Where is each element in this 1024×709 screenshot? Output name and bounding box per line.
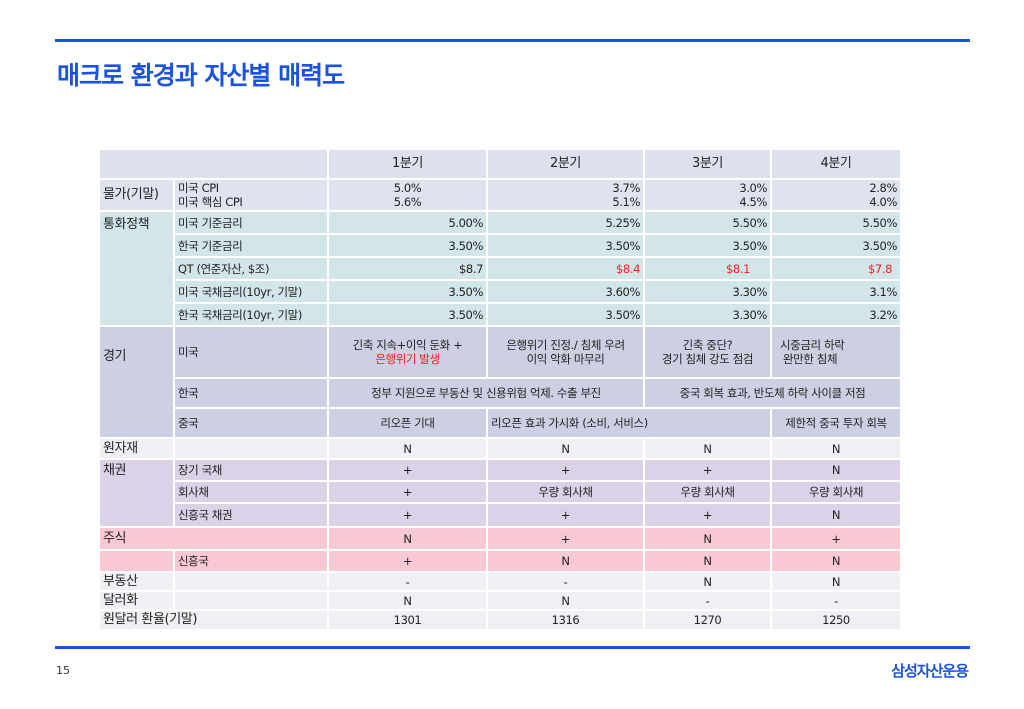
page-number: 15 — [56, 664, 70, 677]
table-row-economy-cn: 중국 리오픈 기대 리오픈 효과 가시화 (소비, 서비스) 제한적 중국 투자… — [99, 407, 902, 439]
table-row: 통화정책 미국 기준금리 5.00% 5.25% 5.50% 5.50% — [98, 210, 902, 327]
table-row-usdkrw: 원달러 환율(기말) 1301 1316 1270 1250 — [98, 609, 902, 631]
table-row: 신흥국 채권 + + + N — [99, 502, 902, 528]
table-row: 채권 장기 국채 + + + N — [98, 458, 902, 528]
table-row-prices: 물가(기말) 미국 CPI 미국 핵심 CPI 5.0% 5.6% 3.7% 5.1%… — [98, 178, 902, 212]
table-row-equities: 주식 N + N + — [98, 526, 902, 551]
header-row: 1분기 2분기 3분기 4분기 — [98, 148, 902, 180]
table-row-economy-kr: 한국 정부 지원으로 부동산 및 신용위험 억제. 수출 부진 중국 회복 효과… — [99, 377, 902, 409]
table-row: 회사채 + 우량 회사채 우량 회사채 우량 회사채 — [99, 480, 902, 504]
header-q1: 1분기 — [327, 148, 488, 180]
top-rule — [55, 39, 970, 42]
header-q2: 2분기 — [486, 148, 645, 180]
table-row: 미국 국채금리(10yr, 기말) 3.50% 3.60% 3.30% 3.1% — [99, 279, 902, 304]
table-row-commodities: 원자재 N N N N — [98, 437, 902, 460]
table-row: 한국 국채금리(10yr, 기말) 3.50% 3.50% 3.30% 3.2% — [99, 302, 902, 327]
asset-attractiveness-table: 1분기 2분기 3분기 4분기 물가(기말) 미국 CPI 미국 핵심 CPI 5… — [98, 148, 902, 631]
table-row: 한국 기준금리 3.50% 3.50% 3.50% 3.50% — [99, 233, 902, 258]
table-row-dollar: 달러화 N N - - — [98, 590, 902, 611]
table-row-real-estate: 부동산 - - N N — [98, 571, 902, 592]
header-q3: 3분기 — [643, 148, 772, 180]
table-row: QT (연준자산, $조) $8.7 $8.4 $8.1 $7.8 — [99, 256, 902, 281]
header-q4: 4분기 — [770, 148, 902, 180]
table-row-em-equities: 신흥국 + N N N — [98, 549, 902, 573]
table-row-economy-us: 경기 미국 긴축 지속+이익 둔화 + 은행위기 발생 은행위기 진정./ 침체 … — [98, 325, 902, 439]
bottom-rule — [55, 646, 970, 649]
brand-logo: 삼성자산운용 — [891, 662, 969, 680]
page-title: 매크로 환경과 자산별 매력도 — [57, 61, 345, 90]
